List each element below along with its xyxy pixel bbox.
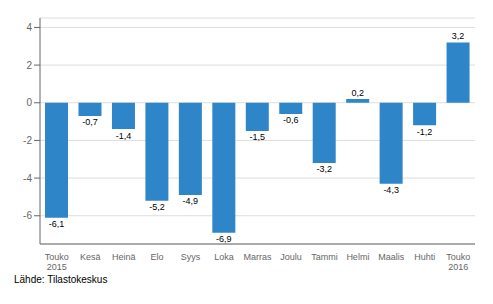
svg-text:Touko2015: Touko2015 <box>45 252 69 272</box>
svg-text:Touko2016: Touko2016 <box>446 252 470 272</box>
svg-text:Kesä: Kesä <box>80 252 101 262</box>
svg-text:Huhti: Huhti <box>414 252 435 262</box>
svg-text:-4: -4 <box>23 173 32 184</box>
svg-text:Loka: Loka <box>214 252 234 262</box>
svg-text:Heinä: Heinä <box>112 252 136 262</box>
svg-text:Elo: Elo <box>151 252 164 262</box>
svg-text:0: 0 <box>26 97 32 108</box>
svg-text:0,2: 0,2 <box>351 88 364 98</box>
svg-text:-1,2: -1,2 <box>417 127 433 137</box>
svg-text:Tammi: Tammi <box>311 252 338 262</box>
svg-text:-5,2: -5,2 <box>149 202 165 212</box>
svg-text:-2: -2 <box>23 135 32 146</box>
svg-text:4: 4 <box>26 22 32 33</box>
svg-text:2: 2 <box>26 60 32 71</box>
svg-text:-1,4: -1,4 <box>116 131 132 141</box>
svg-text:-3,2: -3,2 <box>316 164 332 174</box>
svg-text:-6,9: -6,9 <box>216 234 232 244</box>
svg-text:-6,1: -6,1 <box>49 219 65 229</box>
svg-text:Syys: Syys <box>181 252 201 262</box>
svg-text:-0,7: -0,7 <box>82 117 98 127</box>
svg-text:-4,9: -4,9 <box>183 196 199 206</box>
svg-text:Helmi: Helmi <box>346 252 369 262</box>
svg-text:Marras: Marras <box>243 252 272 262</box>
svg-text:-4,3: -4,3 <box>383 185 399 195</box>
html-text:Lähde: Tilastokeskus: Lähde: Tilastokeskus <box>14 274 108 285</box>
svg-text:Maalis: Maalis <box>378 252 405 262</box>
svg-text:Joulu: Joulu <box>280 252 302 262</box>
svg-text:-1,5: -1,5 <box>250 132 266 142</box>
svg-text:3,2: 3,2 <box>452 31 465 41</box>
svg-text:-0,6: -0,6 <box>283 115 299 125</box>
svg-text:-6: -6 <box>23 210 32 221</box>
